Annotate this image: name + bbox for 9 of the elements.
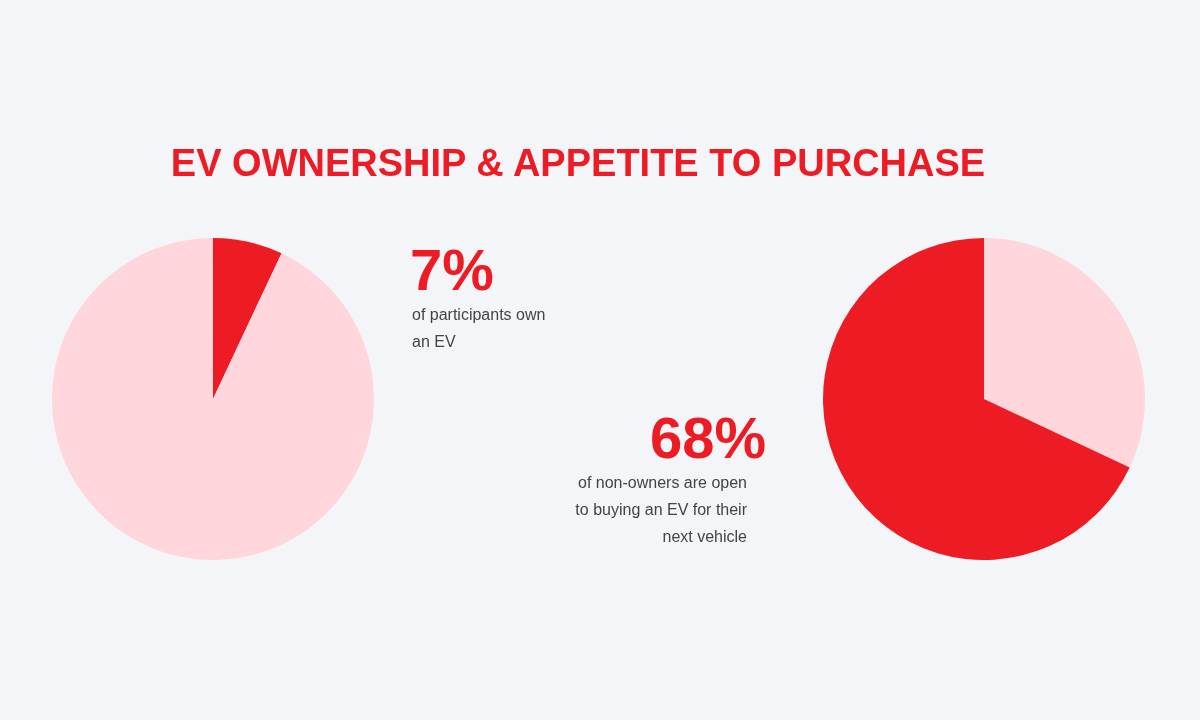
text: 7% [410,237,494,302]
pie-slice [984,238,1145,468]
text: of participants own an EV [412,306,546,350]
text: EV OWNERSHIP & APPETITE TO PURCHASE [170,142,986,184]
pie-slice [213,238,282,399]
pie-slice [823,238,1130,560]
text: of non-owners are open to buying an EV for their next vehicle [575,474,748,545]
text: 68% [649,405,766,470]
pie-slice [52,238,374,560]
